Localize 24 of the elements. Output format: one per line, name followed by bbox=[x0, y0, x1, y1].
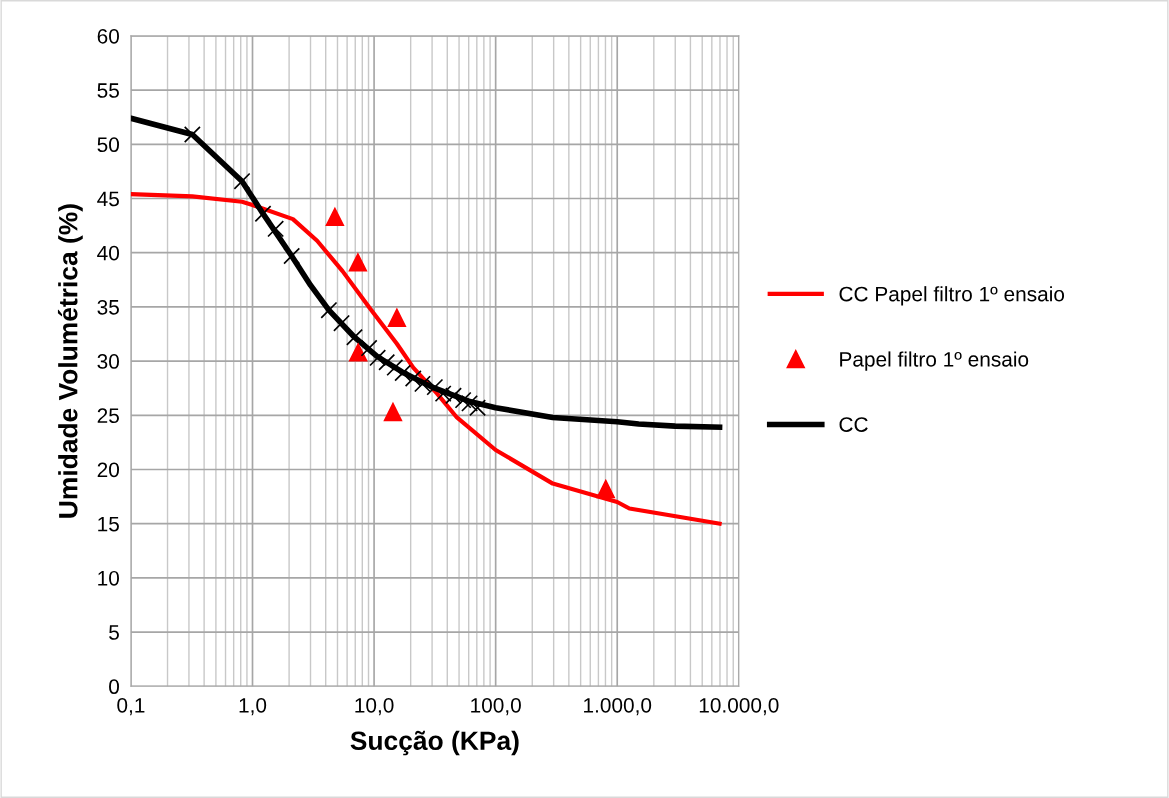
y-axis-title: Umidade Volumétrica (%) bbox=[57, 204, 83, 518]
x-tick-label: 0,1 bbox=[117, 697, 145, 716]
legend-label: CC Papel filtro 1º ensaio bbox=[839, 286, 1065, 306]
x-tick-label: 100,0 bbox=[471, 697, 521, 716]
y-tick-label: 55 bbox=[97, 83, 119, 98]
y-tick-label: 15 bbox=[98, 516, 119, 532]
y-tick-label: 25 bbox=[97, 408, 119, 424]
y-tick-label: 60 bbox=[97, 28, 119, 44]
y-tick-label: 45 bbox=[97, 191, 119, 207]
x-tick-label: 1.000,0 bbox=[584, 697, 652, 716]
x-tick-label: 1,0 bbox=[239, 697, 267, 716]
x-axis-title: Sucção (KPa) bbox=[350, 730, 519, 756]
legend-label: CC bbox=[839, 417, 868, 432]
y-tick-label: 40 bbox=[97, 245, 119, 261]
y-tick-label: 50 bbox=[97, 137, 119, 153]
y-tick-label: 10 bbox=[98, 570, 119, 586]
y-tick-label: 35 bbox=[97, 299, 119, 315]
y-tick-label: 5 bbox=[109, 625, 119, 640]
x-tick-label: 10.000,0 bbox=[699, 697, 779, 716]
x-tick-label: 10,0 bbox=[355, 697, 394, 716]
y-tick-label: 0 bbox=[109, 679, 119, 695]
y-tick-label: 20 bbox=[97, 462, 119, 478]
y-tick-label: 30 bbox=[97, 354, 119, 369]
legend-label: Papel filtro 1º ensaio bbox=[840, 351, 1029, 371]
